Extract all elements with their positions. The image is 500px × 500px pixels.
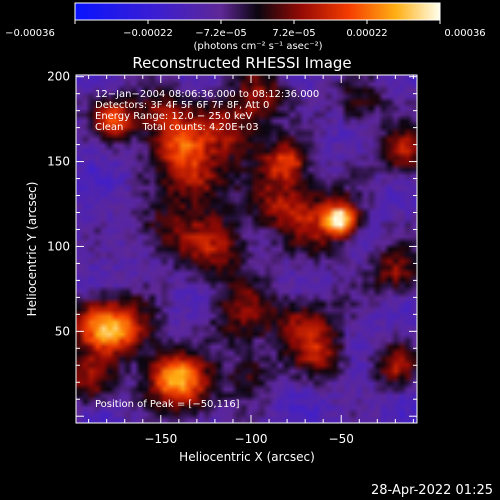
colorbar-tick-label: −0.00022 (123, 28, 173, 39)
y-tick-labels: 50 100 150 200 (47, 70, 70, 339)
colorbar-tick-label: −7.2e−05 (195, 28, 247, 39)
colorbar-tick-label: −0.00036 (5, 28, 55, 39)
colorbar-gradient (75, 3, 440, 20)
colorbar-frame (74, 2, 441, 21)
colorbar: −0.00036 −0.00022 −7.2e−05 7.2e−05 0.000… (5, 2, 486, 52)
y-tick-label: 50 (55, 324, 70, 338)
y-tick-label: 100 (47, 239, 70, 253)
annotation-detectors: Detectors: 3F 4F 5F 6F 7F 8F, Att 0 (95, 100, 269, 111)
y-tick-label: 200 (47, 70, 70, 84)
colorbar-ticks (74, 20, 441, 24)
y-tick-label: 150 (47, 155, 70, 169)
annotation-time-range: 12−Jan−2004 08:06:36.000 to 08:12:36.000 (95, 89, 319, 100)
y-axis-label: Heliocentric Y (arcsec) (25, 182, 39, 317)
x-tick-label: −50 (329, 432, 354, 446)
colorbar-tick-label: 0.00036 (444, 28, 485, 39)
annotation-energy-range: Energy Range: 12.0 − 25.0 keV (95, 111, 252, 122)
colorbar-tick-label: 7.2e−05 (272, 28, 315, 39)
plot-frame (75, 74, 418, 424)
x-tick-label: −100 (235, 432, 268, 446)
chart-title: Reconstructed RHESSI Image (132, 54, 351, 72)
annotation-clean-counts: Clean Total counts: 4.20E+03 (95, 122, 259, 133)
footer-timestamp: 28-Apr-2022 01:25 (371, 483, 493, 498)
annotation-peak-position: Position of Peak = [−50,116] (95, 399, 240, 410)
x-tick-labels: −150 −100 −50 (144, 432, 354, 446)
colorbar-tick-label: 0.00022 (346, 28, 387, 39)
x-axis-label: Heliocentric X (arcsec) (179, 450, 315, 464)
x-tick-label: −150 (144, 432, 177, 446)
axis-ticks (76, 75, 417, 423)
heatmap-image (76, 75, 417, 423)
colorbar-units: (photons cm⁻² s⁻¹ asec⁻²) (193, 41, 322, 52)
